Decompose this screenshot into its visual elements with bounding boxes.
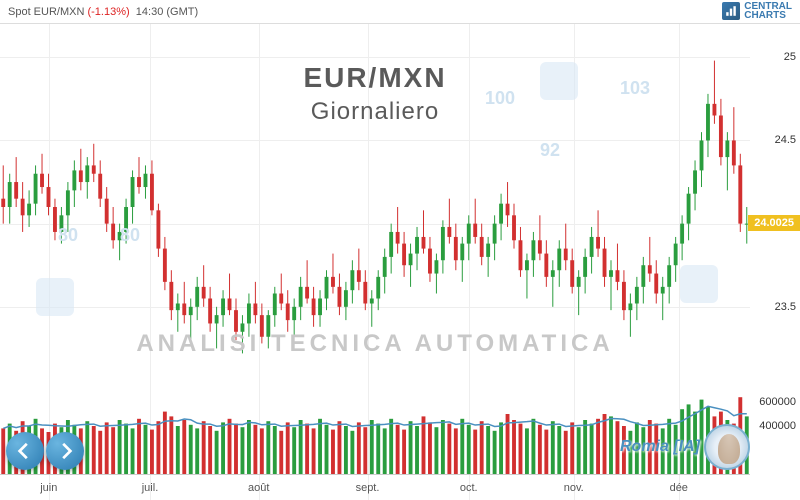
chart-header: Spot EUR/MXN (-1.13%) 14:30 (GMT) — [0, 0, 800, 24]
romia-widget[interactable]: Romia [IA] — [620, 424, 750, 470]
romia-avatar-icon — [704, 424, 750, 470]
nav-buttons — [6, 432, 84, 470]
time-x-axis: juinjuil.aoûtsept.oct.nov.dée — [0, 474, 750, 500]
chart-title: EUR/MXN — [0, 62, 750, 94]
volume-y-axis: 400000600000 — [750, 390, 800, 474]
nav-prev-button[interactable] — [6, 432, 44, 470]
chart-subtitle: Giornaliero — [0, 98, 750, 126]
watermark-text: ANALISI TECNICA AUTOMATICA — [0, 330, 750, 358]
current-price-tag: 24.0025 — [748, 215, 800, 231]
time-label: 14:30 — [136, 6, 164, 18]
pair-label: Spot EUR/MXN — [8, 6, 84, 18]
tz-label: (GMT) — [166, 6, 198, 18]
price-y-axis: 23.52424.525 — [750, 24, 800, 390]
brand-logo[interactable]: CENTRALCHARTS — [722, 2, 792, 20]
logo-icon — [722, 2, 740, 20]
brand-text: CENTRALCHARTS — [744, 2, 792, 20]
pct-change: (-1.13%) — [87, 6, 129, 18]
romia-label: Romia [IA] — [620, 438, 700, 456]
nav-next-button[interactable] — [46, 432, 84, 470]
